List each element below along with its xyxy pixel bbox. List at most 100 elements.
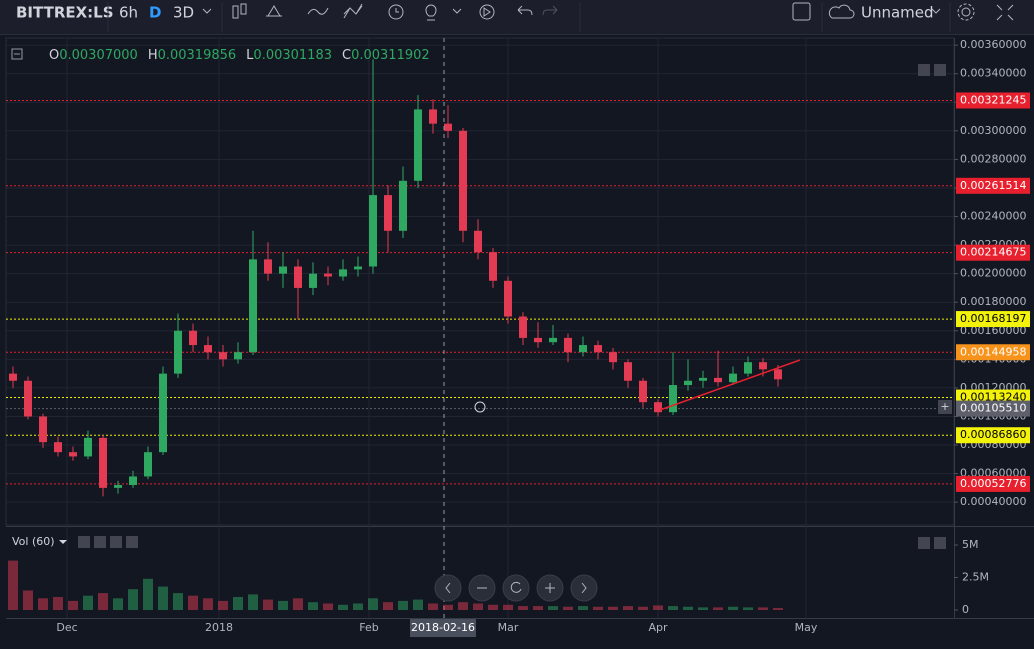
legend-value: 0.00319856 (158, 48, 237, 63)
volume-bar (128, 589, 138, 610)
candle-body (699, 377, 707, 381)
x-tick-label: 2018-02-16 (411, 621, 475, 634)
x-tick-label: Mar (498, 621, 519, 634)
candle-body (609, 352, 617, 363)
candle-body (489, 252, 497, 281)
candle-body (354, 266, 362, 270)
candle-body (204, 345, 212, 353)
cursor (474, 401, 486, 413)
interval[interactable]: 6h (119, 4, 138, 22)
level-label: 0.00105510 (960, 402, 1026, 415)
candle-body (579, 345, 587, 353)
candle-body (219, 352, 227, 360)
interval[interactable]: D (149, 4, 161, 22)
trend-line[interactable] (659, 359, 801, 411)
candle-body (744, 362, 752, 374)
candle-body (444, 123, 452, 131)
volume-bar (173, 593, 183, 610)
candle-body (684, 380, 692, 386)
volume-bar (773, 608, 783, 610)
level-label-bg (956, 475, 1030, 492)
candle-body (669, 385, 677, 413)
volume-bar (398, 600, 408, 610)
volume-bar (608, 606, 618, 610)
candle-body (774, 369, 782, 380)
volume-bar (458, 602, 468, 610)
volume-bar (548, 606, 558, 610)
y-tick-label: 0.00360000 (960, 38, 1026, 51)
dropdown-icon[interactable] (59, 540, 67, 544)
candle-body (504, 280, 512, 317)
level-label-bg (956, 344, 1030, 361)
volume-bar (698, 607, 708, 610)
legend-value: 0.00301183 (253, 48, 332, 63)
y-tick-label: 0.00300000 (960, 124, 1026, 137)
crosshair-label-bg (410, 619, 476, 637)
volume-bar (563, 606, 573, 610)
candle-body (69, 452, 77, 457)
navigation-icons (445, 581, 587, 594)
candle-body (429, 109, 437, 124)
candle-body (399, 180, 407, 231)
candle-body (234, 352, 242, 360)
x-tick-label: Apr (648, 621, 668, 634)
candle-body (144, 452, 152, 477)
candle-body (129, 476, 137, 486)
candle-body (474, 230, 482, 253)
candle-body (549, 337, 557, 343)
candle-body (189, 330, 197, 346)
candle-body (99, 437, 107, 488)
pane-buttons[interactable] (78, 64, 946, 549)
candle-body (159, 373, 167, 453)
volume-title: Vol (60) (12, 535, 55, 548)
volume-bar (728, 606, 738, 610)
interval[interactable]: 3D (173, 4, 194, 22)
dropdown-icon[interactable] (202, 8, 212, 14)
candle-body (714, 377, 722, 383)
y-tick-label: 0.00040000 (960, 495, 1026, 508)
toolbar-icons[interactable] (232, 2, 1014, 21)
volume-bar (8, 560, 18, 610)
candle-body (54, 442, 62, 453)
volume-bar (293, 598, 303, 610)
candle-body (459, 130, 467, 231)
volume-bar (578, 606, 588, 610)
volume: 5M 2.5M 0 (8, 538, 989, 616)
layout-name[interactable]: Unnamed (861, 4, 934, 22)
add-button[interactable] (938, 400, 952, 414)
candles (9, 59, 782, 497)
volume-bar (53, 597, 63, 610)
volume-bar (743, 607, 753, 610)
levels: 0.00321245 0.00261514 0.00214675 0.00168197… (6, 92, 1030, 492)
add-icon: + (940, 400, 949, 413)
level-label: 0.00052776 (960, 477, 1026, 490)
volume-bar (443, 604, 453, 610)
legend-value: 0.00311902 (351, 48, 430, 63)
y-tick-label: 0 (962, 603, 969, 616)
legend-key: C (342, 48, 351, 63)
candle-body (294, 266, 302, 288)
level-label-bg (956, 400, 1030, 417)
y-tick-label: 0.00340000 (960, 67, 1026, 80)
candle-body (114, 485, 122, 488)
volume-bar (143, 578, 153, 610)
level-label: 0.00168197 (960, 312, 1026, 325)
volume-bar (68, 600, 78, 610)
level-label: 0.00261514 (960, 179, 1026, 192)
collapse-button[interactable] (11, 48, 23, 60)
y-tick-label: 2.5M (962, 571, 989, 584)
volume-bar (158, 586, 168, 610)
y-tick-label: 0.00280000 (960, 152, 1026, 165)
symbol[interactable]: BITTREX:LS (16, 4, 114, 22)
volume-bar (638, 606, 648, 610)
volume-bar (23, 590, 33, 610)
legend-key: L (246, 48, 254, 63)
candle-body (264, 259, 272, 274)
volume-bar (263, 599, 273, 610)
volume-bar (323, 603, 333, 610)
volume-bar (308, 602, 318, 610)
candle-body (534, 337, 542, 343)
volume-bar (353, 603, 363, 610)
